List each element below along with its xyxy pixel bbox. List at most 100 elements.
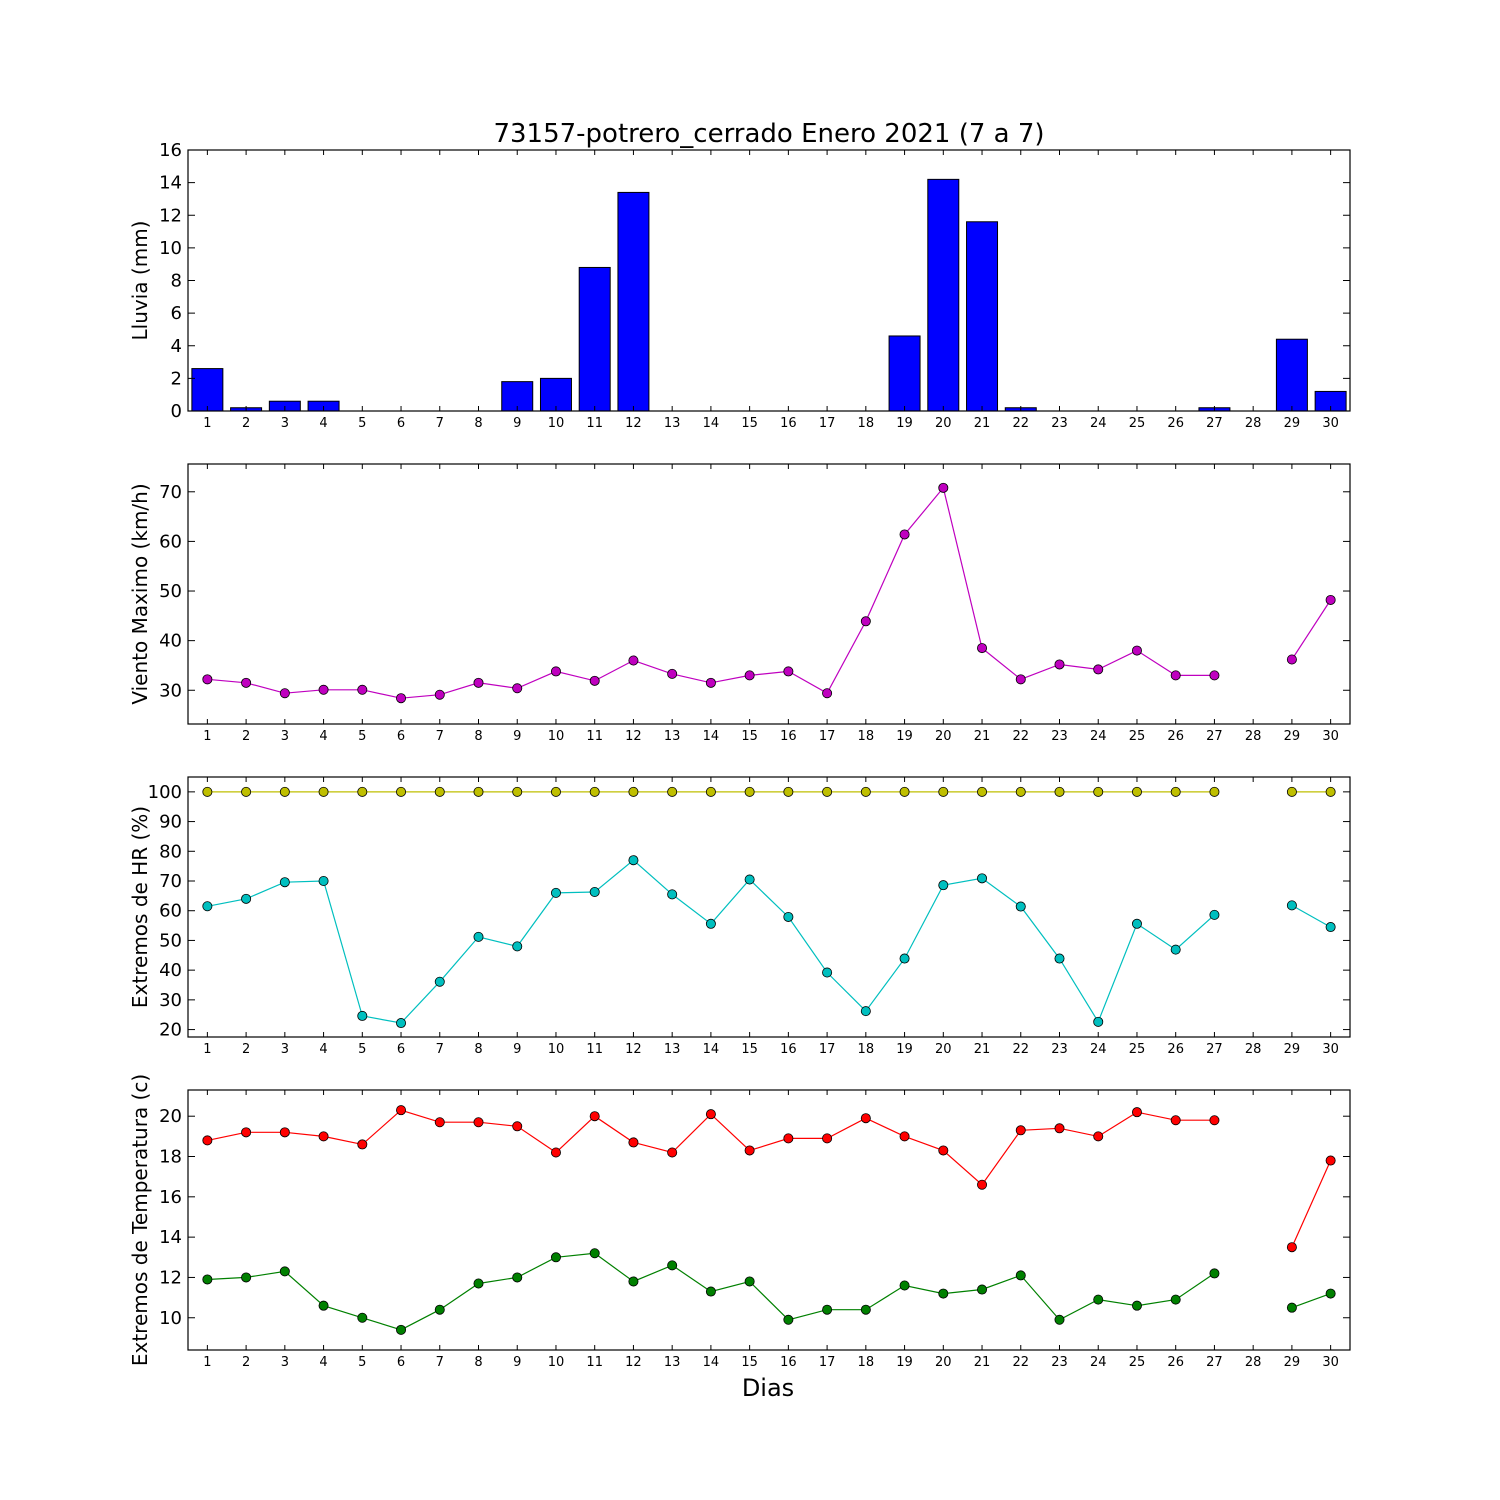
series-2-point-day-7 [434, 1304, 445, 1315]
chart-title: 73157-potrero_cerrado Enero 2021 (7 a 7) [493, 119, 1044, 149]
x-tick-label: 25 [1129, 1355, 1146, 1370]
x-tick-label: 6 [397, 729, 405, 744]
series-1-point-day-17 [822, 786, 833, 797]
x-tick-label: 13 [664, 1042, 681, 1057]
series-1-point-day-29 [1286, 1242, 1297, 1253]
series-2-point-day-29 [1286, 1302, 1297, 1313]
series-1-point-day-8 [473, 786, 484, 797]
y-tick-label: 30 [159, 990, 182, 1011]
x-tick-label: 19 [896, 729, 913, 744]
x-tick-label: 14 [703, 1355, 720, 1370]
series-1-point-day-22 [1015, 786, 1026, 797]
x-tick-label: 18 [858, 729, 875, 744]
x-tick-label: 18 [858, 416, 875, 431]
y-tick-label: 40 [159, 960, 182, 981]
series-1-point-day-10 [550, 1147, 561, 1158]
series-2-point-day-18 [860, 1006, 871, 1017]
x-tick-label: 6 [397, 416, 405, 431]
x-tick-label: 23 [1051, 1355, 1068, 1370]
series-line-2 [207, 859, 1331, 1024]
x-tick-label: 28 [1245, 1042, 1262, 1057]
series-2-point-day-1 [202, 1274, 213, 1285]
x-tick-label: 8 [474, 1042, 482, 1057]
series-1-point-day-24 [1093, 1131, 1104, 1142]
plot-frame [187, 149, 1351, 412]
series-1-point-day-18 [860, 616, 871, 627]
x-tick-label: 16 [780, 729, 797, 744]
x-tick-label: 23 [1051, 729, 1068, 744]
series-2-point-day-26 [1170, 1294, 1181, 1305]
series-1-point-day-13 [667, 668, 678, 679]
series-2-point-day-14 [705, 918, 716, 929]
series-1-point-day-24 [1093, 664, 1104, 675]
series-1-point-day-15 [744, 1145, 755, 1156]
x-tick-label: 20 [935, 1042, 952, 1057]
y-tick-label: 80 [159, 841, 182, 862]
series-2-point-day-13 [667, 1260, 678, 1271]
series-1-point-day-2 [241, 677, 252, 688]
series-2-point-day-27 [1209, 1268, 1220, 1279]
x-tick-label: 30 [1322, 416, 1339, 431]
series-1-point-day-8 [473, 1117, 484, 1128]
series-1-point-day-20 [938, 786, 949, 797]
x-tick-label: 21 [974, 1042, 991, 1057]
x-tick-label: 3 [281, 1042, 289, 1057]
x-tick-label: 2 [242, 1355, 250, 1370]
x-tick-label: 21 [974, 1355, 991, 1370]
series-2-point-day-17 [822, 967, 833, 978]
series-1-point-day-14 [705, 677, 716, 688]
series-2-point-day-13 [667, 889, 678, 900]
plot-frame [187, 776, 1351, 1038]
x-tick-label: 5 [358, 729, 366, 744]
series-1-point-day-4 [318, 684, 329, 695]
series-1-point-day-26 [1170, 786, 1181, 797]
x-tick-label: 15 [741, 416, 758, 431]
x-tick-label: 9 [513, 1355, 521, 1370]
series-2-point-day-10 [550, 1252, 561, 1263]
x-tick-label: 16 [780, 1355, 797, 1370]
series-2-point-day-30 [1325, 1288, 1336, 1299]
x-tick-label: 18 [858, 1042, 875, 1057]
series-1-point-day-11 [589, 786, 600, 797]
x-tick-label: 15 [741, 1042, 758, 1057]
x-tick-label: 21 [974, 729, 991, 744]
x-tick-label: 21 [974, 416, 991, 431]
x-tick-label: 26 [1167, 729, 1184, 744]
series-1-point-day-24 [1093, 786, 1104, 797]
x-tick-label: 7 [436, 729, 444, 744]
series-1-point-day-11 [589, 1111, 600, 1122]
series-1-point-day-9 [512, 786, 523, 797]
series-line-1 [207, 1109, 1332, 1248]
x-tick-label: 24 [1090, 1042, 1107, 1057]
series-1-point-day-12 [628, 655, 639, 666]
x-tick-label: 26 [1167, 1355, 1184, 1370]
x-tick-label: 12 [625, 416, 642, 431]
x-tick-label: 11 [586, 1042, 603, 1057]
x-tick-label: 28 [1245, 416, 1262, 431]
series-2-point-day-19 [899, 1280, 910, 1291]
series-1-point-day-18 [860, 786, 871, 797]
x-tick-label: 17 [819, 416, 836, 431]
x-tick-label: 4 [319, 1355, 327, 1370]
series-1-point-day-7 [434, 689, 445, 700]
series-1-point-day-6 [396, 786, 407, 797]
x-tick-label: 8 [474, 729, 482, 744]
x-tick-label: 10 [548, 729, 565, 744]
series-1-point-day-14 [705, 1109, 716, 1120]
x-tick-label: 17 [819, 1355, 836, 1370]
series-2-point-day-21 [977, 873, 988, 884]
series-1-point-day-25 [1131, 786, 1142, 797]
x-tick-label: 10 [548, 1355, 565, 1370]
x-tick-label: 20 [935, 416, 952, 431]
x-tick-label: 28 [1245, 1355, 1262, 1370]
y-tick-label: 14 [159, 173, 182, 194]
x-tick-label: 30 [1322, 729, 1339, 744]
series-1-point-day-5 [357, 786, 368, 797]
series-2-point-day-26 [1170, 944, 1181, 955]
y-tick-label: 70 [159, 482, 182, 503]
series-2-point-day-27 [1209, 909, 1220, 920]
series-2-point-day-10 [550, 887, 561, 898]
